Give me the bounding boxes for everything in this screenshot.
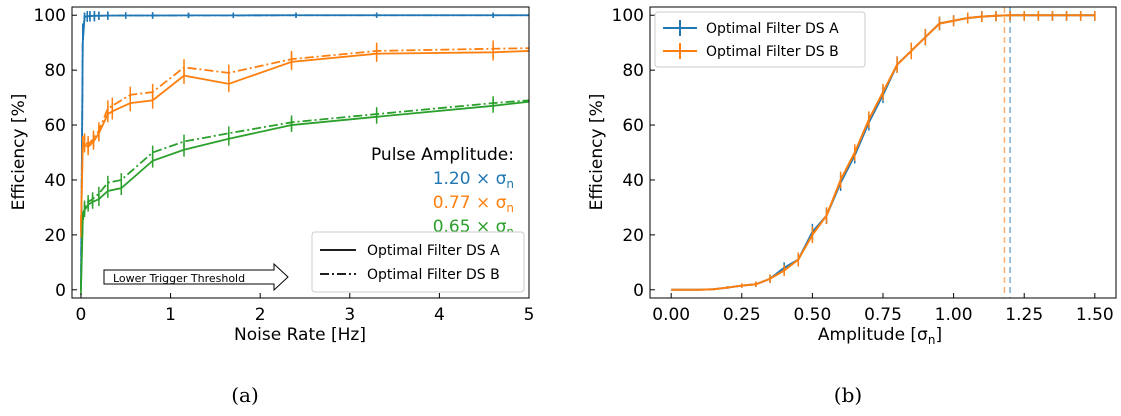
threshold-arrow: Lower Trigger Threshold (103, 262, 289, 292)
panel-b-xtick-label: 1.50 (1076, 305, 1114, 325)
panel-b-chart: 0.00 0.25 0.50 0.75 1.00 1.25 1.50 0 20 40 60 80 100… (587, 6, 1117, 347)
panel-b-xlabel: Amplitude [σn] (818, 325, 942, 347)
panel-a-series-line (80, 50, 530, 230)
panel-b-ytick-label: 60 (622, 116, 644, 136)
panel-a-legend: Optimal Filter DS A Optimal Filter DS B (311, 231, 525, 293)
panel-a-ytick-label: 0 (55, 281, 66, 301)
panel-b-ylabel: Efficiency [%] (587, 94, 607, 211)
panel-b-ytick-label: 100 (612, 6, 644, 26)
legend-b-entry-1: Optimal Filter DS B (706, 44, 839, 60)
panel-a-ytick-label: 100 (34, 6, 66, 26)
pulse-amplitude-label: 0.77 × σn (433, 193, 514, 215)
pulse-amplitude-title: Pulse Amplitude: (371, 145, 514, 165)
pulse-amplitude-label: 1.20 × σn (433, 169, 514, 191)
panel-a-xlabel: Noise Rate [Hz] (234, 325, 366, 345)
panel-b-ytick-label: 20 (622, 226, 644, 246)
panel-a-series-line (80, 14, 529, 290)
panel-a-chart: 0 1 2 3 4 5 0 20 40 60 80 100 Noise Rate [Hz] Effic… (9, 6, 534, 345)
legend-a-entry-0: Optimal Filter DS A (367, 243, 500, 259)
panel-b-xtick-label: 1.25 (1005, 305, 1043, 325)
panel-a-xtick-label: 4 (434, 305, 445, 325)
panel-b-legend: Optimal Filter DS A Optimal Filter DS B (654, 11, 866, 68)
panel-a-xtick-label: 5 (524, 305, 535, 325)
legend-b-entry-0: Optimal Filter DS A (706, 21, 839, 37)
panel-a-xtick-label: 2 (255, 305, 266, 325)
caption-b: (b) (834, 383, 862, 407)
panel-b-ytick-label: 80 (622, 61, 644, 81)
panel-b-xtick-label: 0.25 (723, 305, 761, 325)
panel-b-xtick-label: 0.00 (652, 305, 690, 325)
panel-a-ylabel: Efficiency [%] (9, 94, 29, 211)
panel-a-ytick-label: 60 (44, 116, 66, 136)
panel-a-ytick-label: 40 (44, 171, 66, 191)
panel-b-xtick-label: 0.50 (793, 305, 831, 325)
legend-a-entry-1: Optimal Filter DS B (367, 267, 500, 283)
panel-a-xtick-label: 1 (165, 305, 176, 325)
panel-b-xtick-label: 0.75 (864, 305, 902, 325)
panel-a-frame (71, 6, 530, 299)
panel-a-xtick-label: 0 (76, 305, 87, 325)
caption-a: (a) (231, 383, 259, 407)
panel-b-ytick-label: 40 (622, 171, 644, 191)
panel-a-series-line (80, 47, 530, 224)
panel-a-ytick-label: 20 (44, 226, 66, 246)
panel-a-ytick-label: 80 (44, 61, 66, 81)
panel-b-ytick-label: 0 (633, 281, 644, 301)
panel-a-xtick-label: 3 (344, 305, 355, 325)
panel-b-xtick-label: 1.00 (935, 305, 973, 325)
threshold-arrow-label: Lower Trigger Threshold (113, 272, 245, 285)
